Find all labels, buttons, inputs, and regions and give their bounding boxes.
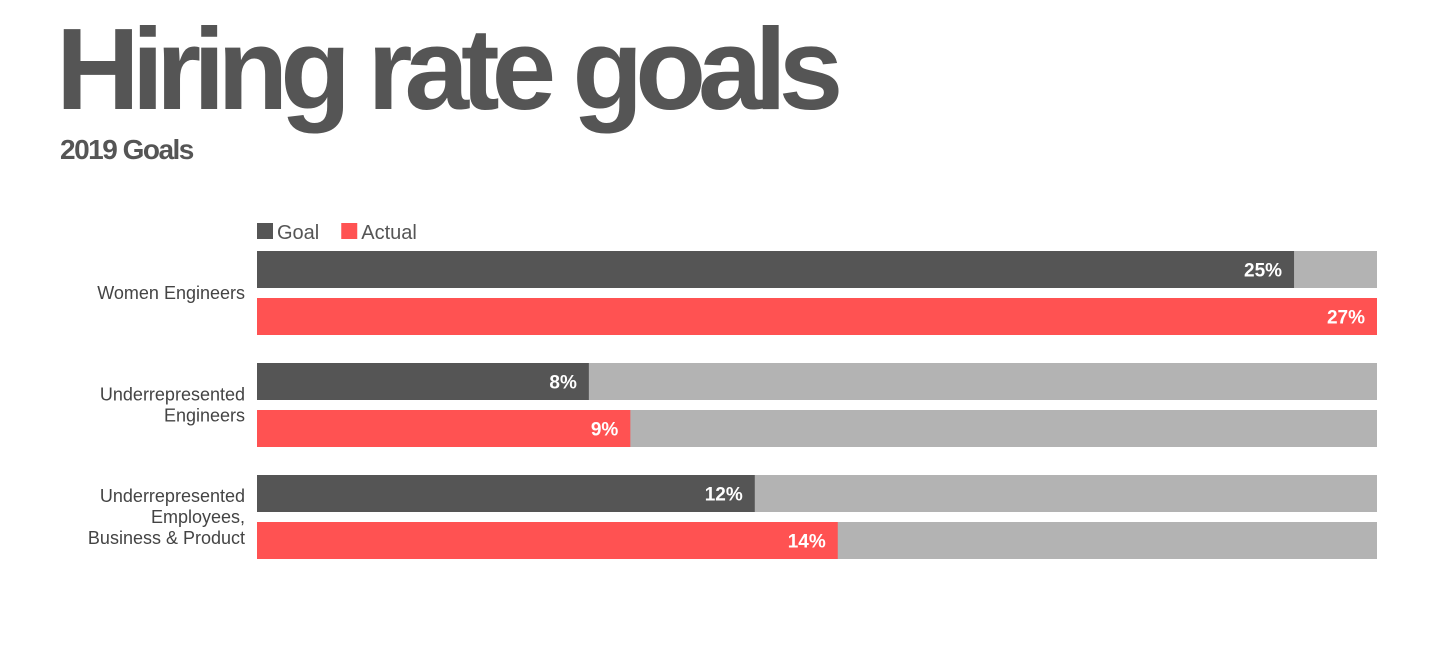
legend-label-actual: Actual [361,222,417,244]
bar-value-label-goal-women-engineers: 25% [1244,261,1282,282]
chart-legend: Goal Actual [257,222,417,244]
bar-value-label-actual-underrepresented-employees-business-product: 14% [788,532,826,553]
bar-value-label-goal-underrepresented-engineers: 8% [549,373,577,394]
category-label-women-engineers: Women Engineers [97,283,245,303]
bar-actual-underrepresented-engineers [257,410,631,447]
category-label-line: Underrepresented [100,385,245,405]
bar-actual-women-engineers [257,298,1377,335]
bar-value-label-actual-underrepresented-engineers: 9% [591,420,619,441]
page-title: Hiring rate goals [56,4,843,134]
bar-actual-underrepresented-employees-business-product [257,522,838,559]
bar-value-label-actual-women-engineers: 27% [1327,308,1365,329]
chart-subtitle: 2019 Goals [60,134,194,165]
bar-goal-women-engineers [257,251,1295,288]
category-label-underrepresented-employees-business-product: Underrepresented Employees, Business & Pro… [88,486,245,548]
legend-label-goal: Goal [277,222,319,244]
category-label-line: Women Engineers [97,283,245,303]
category-label-underrepresented-engineers: Underrepresented Engineers [100,385,245,426]
legend-swatch-actual [341,223,358,239]
bar-goal-underrepresented-engineers [257,363,589,400]
category-label-line: Employees, [151,507,245,527]
category-label-line: Underrepresented [100,486,245,506]
bar-goal-underrepresented-employees-business-product [257,475,755,512]
category-label-line: Business & Product [88,528,245,548]
category-label-line: Engineers [164,406,245,426]
bar-value-label-goal-underrepresented-employees-business-product: 12% [705,485,743,506]
legend-swatch-goal [257,223,273,239]
